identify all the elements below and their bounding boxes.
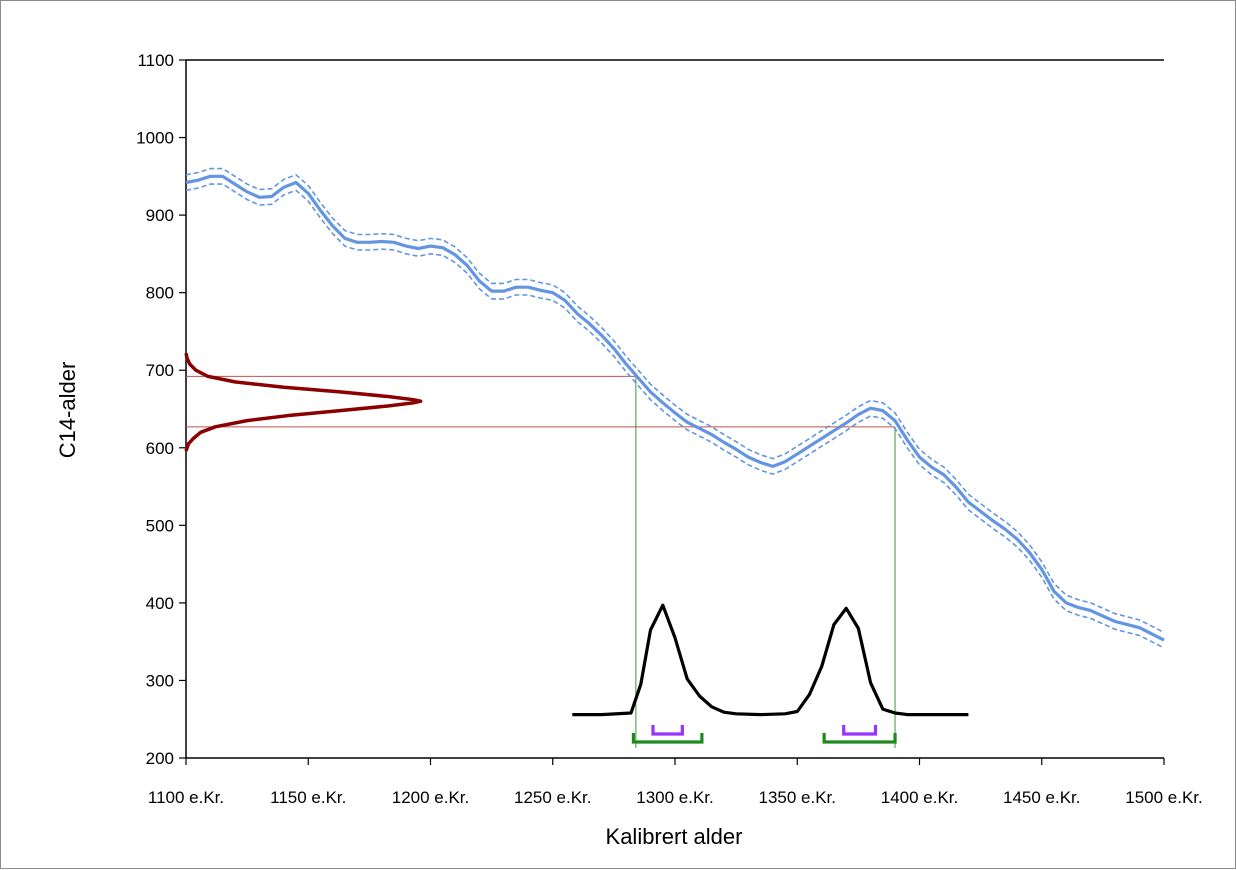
y-axis-title: C14-alder [55, 362, 80, 459]
x-tick-label: 1500 e.Kr. [1125, 788, 1203, 807]
y-tick-label: 1000 [136, 129, 174, 148]
x-tick-label: 1400 e.Kr. [881, 788, 959, 807]
axes-layer [179, 59, 1165, 765]
y-tick-label: 900 [146, 206, 174, 225]
x-tick-label: 1450 e.Kr. [1003, 788, 1081, 807]
distribution-layer [184, 352, 969, 717]
tick-labels-layer: 200 300 400 500 600 700 800 900 1000 1100 1100 e.K… [136, 51, 1203, 807]
calibration-curve-layer [185, 167, 1165, 649]
x-tick-label: 1150 e.Kr. [270, 788, 346, 807]
range-95-bracket [631, 733, 704, 744]
x-tick-label: 1300 e.Kr. [636, 788, 714, 807]
y-tick-label: 700 [146, 361, 174, 380]
y-tick-label: 400 [146, 594, 174, 613]
x-tick-label: 1100 e.Kr. [148, 788, 224, 807]
range-95-bracket [822, 733, 897, 744]
x-tick-label: 1350 e.Kr. [758, 788, 836, 807]
y-tick-label: 200 [146, 749, 174, 768]
brackets-layer [631, 725, 897, 744]
calibration-curve-error-line [185, 183, 1165, 649]
x-tick-label: 1200 e.Kr. [392, 788, 470, 807]
range-68-bracket [842, 725, 878, 736]
x-tick-label: 1250 e.Kr. [514, 788, 592, 807]
y-tick-label: 500 [146, 516, 174, 535]
x-axis-title: Kalibrert alder [606, 824, 743, 849]
c14-age-distribution [184, 352, 423, 452]
range-lines-layer [186, 375, 896, 748]
range-68-bracket [651, 725, 684, 736]
calibrated-age-distribution [572, 603, 969, 717]
y-tick-label: 800 [146, 284, 174, 303]
calibration-curve-error-line [185, 167, 1165, 634]
calibration-curve-line [185, 174, 1165, 642]
y-tick-label: 300 [146, 671, 174, 690]
y-tick-label: 1100 [137, 51, 174, 70]
y-tick-label: 600 [146, 439, 174, 458]
